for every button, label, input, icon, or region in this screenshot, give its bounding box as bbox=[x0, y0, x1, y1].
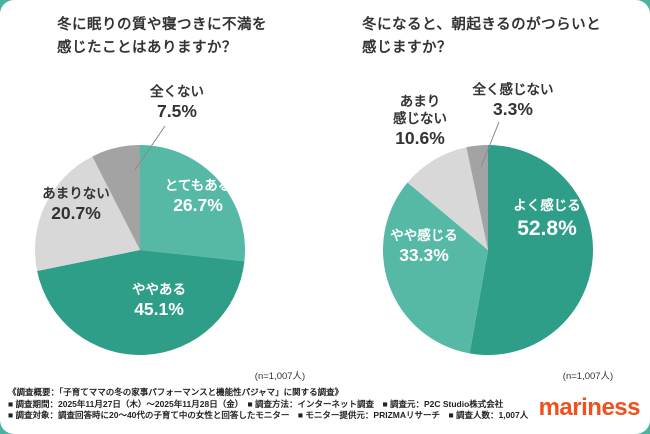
pie-slice-1-1 bbox=[382, 182, 488, 354]
slice-percent-label: 3.3% bbox=[493, 99, 533, 119]
pie-slice-1-2 bbox=[407, 147, 488, 250]
pie-slice-0-3 bbox=[92, 144, 140, 250]
sample-size-label-left: (n=1,007人) bbox=[254, 371, 306, 382]
mariness-logo: mariness bbox=[538, 394, 641, 421]
slice-percent-label: 33.3% bbox=[399, 245, 449, 265]
chart-title-left: 冬に眠りの質や寝つきに不満を 感じたことはありますか？ bbox=[57, 17, 267, 56]
slice-percent-label: 45.1% bbox=[134, 299, 184, 319]
slice-percent-label: 10.6% bbox=[395, 128, 445, 148]
slice-percent-label: 20.7% bbox=[51, 203, 101, 223]
slice-name-label: 感じない bbox=[393, 110, 447, 126]
pie-slice-1-3 bbox=[466, 145, 488, 250]
chart-title-right: 冬になると、朝起きるのがつらいと 感じますか？ bbox=[362, 17, 602, 56]
slice-percent-label: 26.7% bbox=[173, 195, 223, 215]
slice-percent-label: 7.5% bbox=[157, 101, 197, 121]
survey-overview-line-3: ■ 調査対象：調査回答時に20〜40代の子育て中の女性と回答したモニター ■ モ… bbox=[8, 410, 529, 420]
pie-slice-0-1 bbox=[37, 250, 245, 355]
slice-name-label: ややある bbox=[132, 282, 186, 297]
slice-percent-label: 52.8% bbox=[517, 217, 577, 240]
sample-size-label-right: (n=1,007人) bbox=[562, 371, 614, 382]
leader-line bbox=[480, 121, 500, 168]
slice-name-label: とてもある bbox=[165, 178, 231, 193]
survey-overview-line-2: ■ 調査期間：2025年11月27日（木）〜2025年11月28日（金） ■ 調… bbox=[8, 398, 504, 409]
leader-line bbox=[134, 125, 166, 171]
slice-name-label: やや感じる bbox=[390, 227, 458, 243]
pie-slice-1-0 bbox=[469, 145, 593, 355]
survey-overview: 《調査概要：「子育てママの冬の家事パフォーマンスと機能性パジャマ」に関する調査》… bbox=[8, 387, 538, 422]
survey-overview-line-1: 《調査概要：「子育てママの冬の家事パフォーマンスと機能性パジャマ」に関する調査》 bbox=[8, 387, 344, 397]
slice-name-label: あまりない bbox=[42, 186, 110, 201]
slice-name-label: あまり bbox=[400, 94, 441, 109]
slice-name-label: 全く感じない bbox=[472, 81, 554, 97]
slice-name-label: 全くない bbox=[149, 83, 204, 99]
slice-name-label: よく感じる bbox=[513, 197, 581, 213]
pie-slice-0-2 bbox=[35, 156, 140, 271]
pie-slice-0-0 bbox=[140, 145, 245, 262]
